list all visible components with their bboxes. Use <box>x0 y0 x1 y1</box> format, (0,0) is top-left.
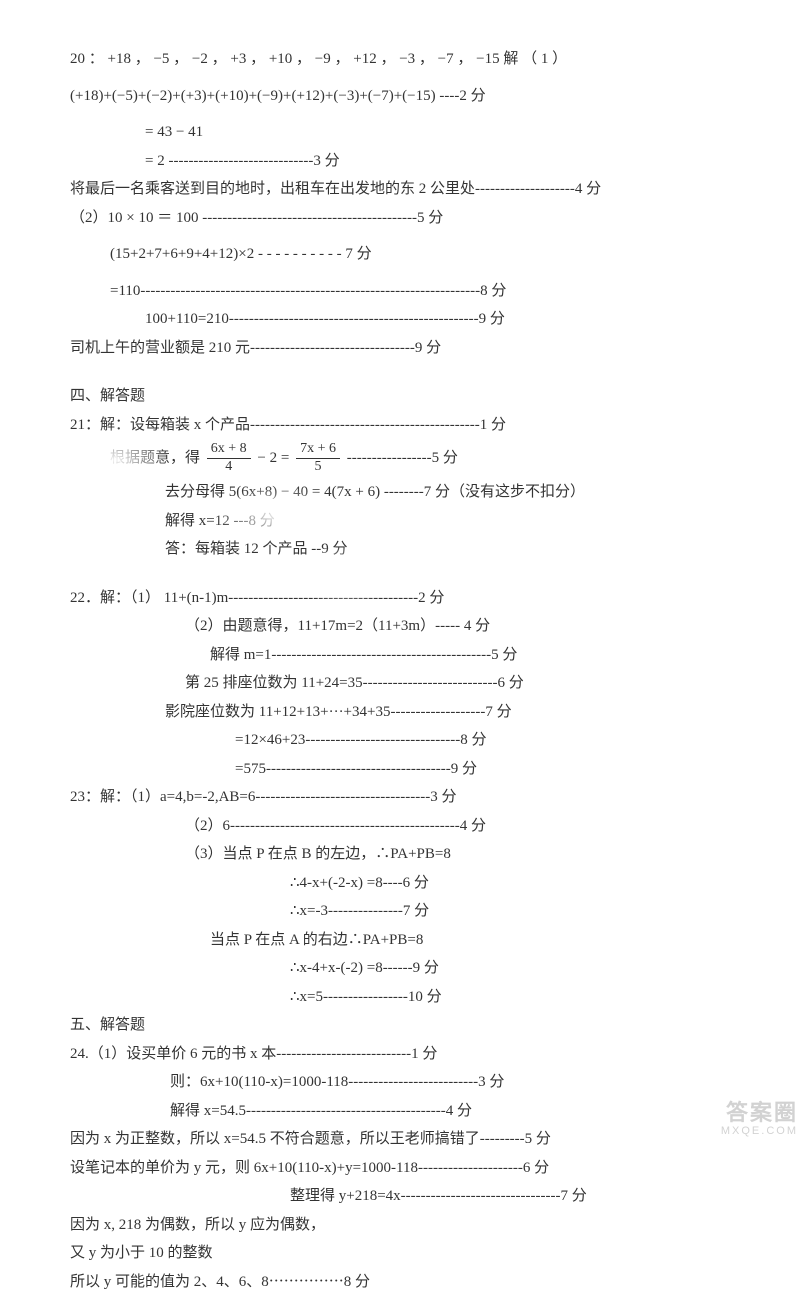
q22-l6: =12×46+23-------------------------------… <box>70 726 740 755</box>
q21-l2: 根据题意，得 6x + 8 4 − 2 = 7x + 6 5 ---------… <box>70 439 740 478</box>
q20-conclusion2: 司机上午的营业额是 210 元-------------------------… <box>70 334 740 363</box>
q22-l1: 22．解：（1） 11+(n-1)m----------------------… <box>70 584 740 613</box>
q22-l2: （2）由题意得，11+17m=2（11+3m）----- 4 分 <box>70 612 740 641</box>
q21-l2-mid: − 2 = <box>257 450 293 466</box>
section5-title: 五、解答题 <box>70 1011 740 1040</box>
q20-step2: = 2 -----------------------------3 分 <box>70 147 740 176</box>
q20-expr2: (15+2+7+6+9+4+12)×2 - - - - - - - - - - … <box>70 240 740 269</box>
q21-l2-right: -----------------5 分 <box>347 450 458 466</box>
q24-l8: 又 y 为小于 10 的整数 <box>70 1239 740 1268</box>
q23-l4: ∴4-x+(-2-x) =8----6 分 <box>70 869 740 898</box>
q22-l7: =575------------------------------------… <box>70 755 740 784</box>
q23-l3: （3）当点 P 在点 B 的左边，∴PA+PB=8 <box>70 840 740 869</box>
fraction-1: 6x + 8 4 <box>207 441 251 476</box>
fraction-2: 7x + 6 5 <box>296 441 340 476</box>
q20-expr1: (+18)+(−5)+(−2)+(+3)+(+10)+(−9)+(+12)+(−… <box>70 82 740 111</box>
q23-l7: ∴x-4+x-(-2) =8------9 分 <box>70 954 740 983</box>
section4-title: 四、解答题 <box>70 382 740 411</box>
q22-l3: 解得 m=1----------------------------------… <box>70 641 740 670</box>
q21-l4: 解得 x=12 ---8 分 <box>70 507 740 536</box>
q20-part2: （2）10 × 10 ＝ 100 -----------------------… <box>70 204 740 233</box>
q24-l3: 解得 x=54.5-------------------------------… <box>70 1097 740 1126</box>
frac1-num: 6x + 8 <box>207 441 251 459</box>
q23-l8: ∴x=5-----------------10 分 <box>70 983 740 1012</box>
q24-l7: 因为 x, 218 为偶数，所以 y 应为偶数， <box>70 1211 740 1240</box>
q24-l1: 24.（1）设买单价 6 元的书 x 本--------------------… <box>70 1040 740 1069</box>
q21-l3: 去分母得 5(6x+8) − 40 = 4(7x + 6) --------7 … <box>70 478 740 507</box>
q22-l4: 第 25 排座位数为 11+24=35---------------------… <box>70 669 740 698</box>
q23-l2: （2）6------------------------------------… <box>70 812 740 841</box>
watermark-corner: 答案圈 MXQE.COM <box>721 1101 798 1137</box>
q20-header: 20 ： +18 ， −5 ， −2 ， +3 ， +10 ， −9 ， +12… <box>70 45 740 74</box>
frac2-den: 5 <box>296 459 340 476</box>
q20-step3: =110------------------------------------… <box>70 277 740 306</box>
q24-l6: 整理得 y+218=4x----------------------------… <box>70 1182 740 1211</box>
q20-step4: 100+110=210-----------------------------… <box>70 305 740 334</box>
q21-l5: 答：每箱装 12 个产品 --9 分 <box>70 535 740 564</box>
q24-l4: 因为 x 为正整数，所以 x=54.5 不符合题意，所以王老师搞错了------… <box>70 1125 740 1154</box>
q24-l5: 设笔记本的单价为 y 元，则 6x+10(110-x)+y=1000-118--… <box>70 1154 740 1183</box>
q20-step1: = 43 − 41 <box>70 118 740 147</box>
q24-l9: 所以 y 可能的值为 2、4、6、8⋯⋯⋯⋯⋯8 分 <box>70 1268 740 1296</box>
q22-l5: 影院座位数为 11+12+13+···+34+35---------------… <box>70 698 740 727</box>
q23-l1: 23：解：（1）a=4,b=-2,AB=6-------------------… <box>70 783 740 812</box>
q24-l2: 则：6x+10(110-x)=1000-118-----------------… <box>70 1068 740 1097</box>
frac2-num: 7x + 6 <box>296 441 340 459</box>
q20-conclusion1: 将最后一名乘客送到目的地时，出租车在出发地的东 2 公里处-----------… <box>70 175 740 204</box>
q23-l5: ∴x=-3---------------7 分 <box>70 897 740 926</box>
q21-l1: 21：解：设每箱装 x 个产品-------------------------… <box>70 411 740 440</box>
frac1-den: 4 <box>207 459 251 476</box>
watermark-en: MXQE.COM <box>721 1125 798 1137</box>
q23-l6: 当点 P 在点 A 的右边∴PA+PB=8 <box>70 926 740 955</box>
q21-l2-left: 根据题意，得 <box>110 450 204 466</box>
watermark-cn: 答案圈 <box>721 1101 798 1125</box>
